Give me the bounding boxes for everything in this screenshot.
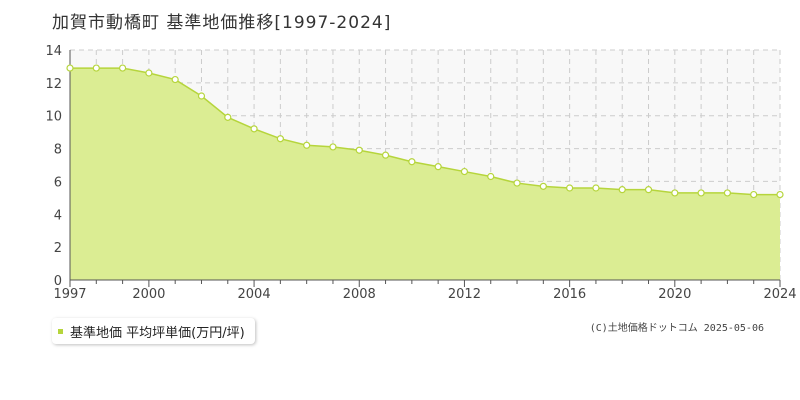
tick-labels: 0 2 4 6 8 10 12 14 1997 2000 2004 2008 2012 2016 2020 2… [45,44,796,302]
y-tick-label: 2 [54,241,62,256]
data-point [381,151,390,159]
series-area [70,67,780,280]
series-area-fill [70,68,780,280]
x-tick-label: 2020 [658,287,691,302]
data-points [66,64,784,199]
x-tick-label: 2008 [343,287,376,302]
data-point [224,113,232,121]
data-point [250,125,258,133]
y-tick-label: 6 [54,175,62,190]
x-tick-label: 2024 [763,287,796,302]
data-point [723,189,732,197]
data-point [408,158,416,166]
data-point [566,184,574,192]
y-tick-label: 12 [45,77,62,92]
data-point [513,179,521,187]
y-tick-label: 8 [54,143,62,158]
y-tick-label: 0 [54,274,62,289]
legend-swatch [58,328,63,334]
data-point [671,189,679,197]
data-point [329,143,337,151]
series-line [70,67,780,196]
area-chart: 0 2 4 6 8 10 12 14 1997 2000 2004 2008 2012 2016 2020 2… [45,44,796,302]
data-point [697,189,705,197]
axes [69,50,781,287]
data-point [171,75,179,84]
legend-label: 基準地価 平均坪単価(万円/坪) [70,325,245,341]
x-tick-label: 2004 [238,287,271,302]
x-tick-label: 1997 [53,287,86,302]
data-point [434,163,442,171]
x-tick-label: 2012 [448,287,481,302]
data-point [92,64,100,72]
data-point [303,141,311,149]
data-point [487,172,495,181]
copyright-text: (C)土地価格ドットコム 2025-05-06 [589,323,764,334]
data-point [276,135,284,143]
data-point [644,186,653,194]
data-point [618,186,626,194]
x-tick-label: 2000 [132,287,165,302]
data-point [145,69,153,77]
data-point [776,190,784,199]
data-point [539,182,547,190]
data-point [118,64,127,72]
legend: 基準地価 平均坪単価(万円/坪) [52,318,255,344]
y-tick-label: 10 [45,110,62,125]
y-tick-label: 4 [54,208,62,223]
data-point [460,167,469,176]
data-point [355,146,363,154]
x-tick-label: 2016 [553,287,586,302]
chart-title: 加賀市動橋町 基準地価推移[1997-2024] [52,13,392,33]
data-point [592,184,600,192]
y-tick-label: 14 [45,44,62,59]
data-point [197,92,206,100]
data-point [750,190,758,199]
data-point [66,64,74,72]
